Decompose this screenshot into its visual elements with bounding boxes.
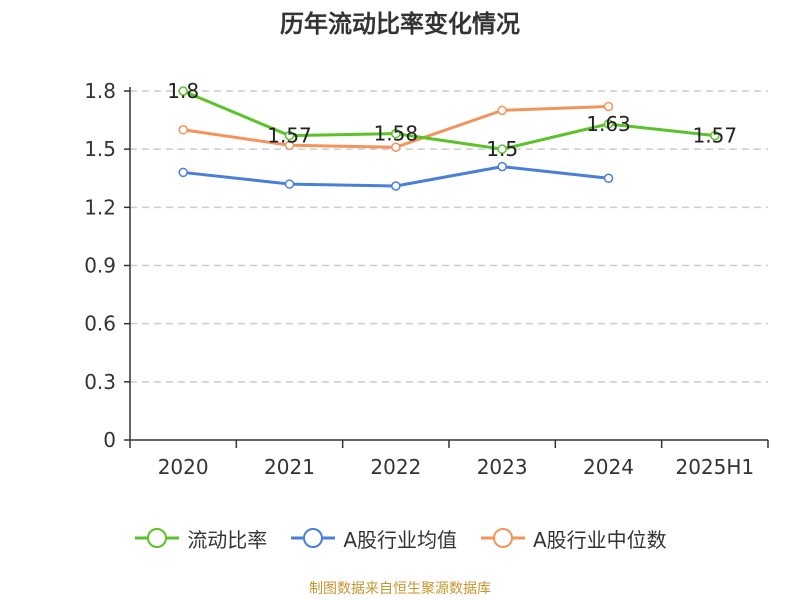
data-point [178, 125, 188, 135]
legend-marker-icon [291, 528, 336, 548]
x-tick-label: 2021 [264, 455, 315, 479]
series-line-0 [182, 89, 715, 151]
y-tick-label: 0.6 [84, 312, 116, 336]
y-tick-labels: 0 0.3 0.6 0.9 1.2 1.5 1.8 [84, 79, 116, 452]
legend-marker-icon [481, 528, 525, 548]
data-label: 1.58 [374, 122, 419, 146]
data-point [603, 101, 614, 112]
legend-item[interactable]: A股行业均值 [289, 524, 457, 553]
y-tick-label: 1.5 [84, 137, 116, 161]
y-tick-label: 1.8 [84, 79, 116, 103]
data-label: 1.57 [693, 124, 738, 148]
data-point [391, 181, 401, 191]
x-tick-labels: 2020 2021 2022 2023 2024 2025H1 [158, 455, 754, 479]
chart-title: 历年流动比率变化情况 [280, 10, 520, 38]
data-point [497, 144, 507, 154]
data-point [603, 119, 614, 129]
legend-label: 流动比率 [187, 527, 268, 552]
grid-lines [130, 90, 768, 383]
data-label: 1.8 [167, 79, 199, 103]
legend: 流动比率 A股行业均值 A股行业中位数 [0, 520, 800, 556]
data-point [391, 128, 401, 139]
legend-marker-icon [135, 528, 180, 548]
data-point [710, 130, 720, 141]
data-label: 1.63 [586, 112, 631, 136]
x-tick-label: 2023 [477, 455, 528, 479]
data-point [497, 105, 507, 116]
data-labels: 1.8 1.57 1.58 1.5 1.63 1.57 [167, 79, 737, 161]
data-point [284, 140, 295, 151]
data-point [603, 173, 614, 183]
y-tick-label: 0.3 [84, 370, 116, 394]
axes [124, 87, 769, 448]
data-point [497, 161, 507, 172]
y-tick-label: 0 [103, 428, 116, 452]
legend-item[interactable]: A股行业中位数 [479, 524, 667, 553]
line-chart: 0 0.3 0.6 0.9 1.2 1.5 1.8 2020 2021 2022 2023 2024… [84, 79, 769, 479]
data-point [284, 130, 295, 141]
legend-label: A股行业中位数 [533, 527, 667, 552]
x-tick-label: 2022 [370, 455, 421, 479]
x-tick-label: 2025H1 [675, 455, 754, 479]
data-label: 1.5 [486, 137, 518, 161]
x-tick-label: 2024 [583, 455, 634, 479]
data-point [284, 179, 295, 189]
legend-item[interactable]: 流动比率 [133, 524, 267, 553]
source-note: 制图数据来自恒生聚源数据库 [309, 581, 491, 597]
y-tick-label: 1.2 [84, 195, 116, 219]
legend-label: A股行业均值 [343, 527, 457, 552]
data-label: 1.57 [267, 124, 312, 148]
data-point [391, 142, 401, 152]
series-group [178, 86, 720, 191]
data-point [178, 86, 188, 96]
x-tick-label: 2020 [158, 455, 209, 479]
data-point [178, 167, 188, 178]
y-tick-label: 0.9 [84, 254, 116, 278]
